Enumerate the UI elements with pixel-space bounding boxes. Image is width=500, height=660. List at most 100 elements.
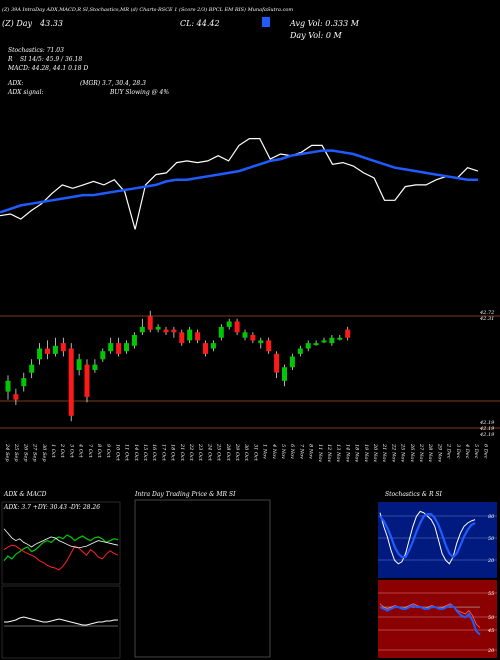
rsi-readout: SI 14/5: 45.9 / 36.18 [20,56,82,63]
header-close: CL: 44.42 [180,19,220,28]
price-label-top-2: 42.31 [479,316,494,322]
date-label: 26 Sep [22,443,28,462]
date-label: 6 Dec [482,444,488,459]
date-label: 4 Dec [464,443,470,459]
stoch-line-0 [379,510,476,565]
date-label: 25 Nov [400,443,406,462]
stoch-tick-20: 20 [487,558,495,564]
adx-panel-title: ADX & MACD [3,491,47,498]
date-label: 4 Oct [78,443,84,459]
date-label: 10 Oct [114,444,120,462]
price-label-bottom-2: 42.19 [479,426,495,432]
date-label: 11 Oct [124,444,130,462]
date-label: 7 Oct [87,444,93,459]
adx-values: (MGR) 3.7, 30.4, 28.3 [80,80,146,87]
macd-panel-frame [1,585,121,659]
rsi-tick-45: 45 [487,628,494,634]
candle-body [163,329,169,333]
stochastics-lines [379,510,476,565]
header-day-vol: Day Vol: 0 M [289,31,343,40]
date-label: 14 Nov [344,444,350,462]
date-label: 20 Nov [372,443,378,462]
intraday-panel-title: Intra Day Trading Price & MR SI [134,491,236,498]
candle-body [266,340,272,352]
date-label: 21 Oct [179,443,185,462]
candle-body [37,348,43,360]
candle-body [179,332,185,344]
candle-body [21,378,27,387]
date-label: 6 Nov [289,444,295,459]
date-label: 30 Sep [41,444,47,462]
date-label: 1 Nov [262,444,268,459]
date-label: 26 Nov [409,443,415,462]
overlay-line-1 [0,149,478,214]
adx-signal-label: ADX signal: [7,89,44,96]
date-label: 29 Oct [234,443,240,462]
price-label-top-1: 42.72 [479,310,494,316]
date-label: 24 Oct [206,443,212,462]
date-label: 30 Oct [243,444,249,462]
adx-line-2 [3,528,119,549]
adx-panel-frame [1,501,121,585]
date-label: 22 Oct [188,443,194,462]
date-label: 2 Oct [59,443,65,459]
stoch-line-1 [379,513,476,559]
rsi-panel-bg [378,580,497,658]
macd-lines [4,616,118,627]
candle-body [337,337,343,340]
date-label: 15 Oct [142,444,148,462]
candle-body [195,332,201,341]
adx-lines [3,528,119,571]
candle-body [92,364,98,370]
candle-body [131,335,137,346]
candle-body [226,321,232,327]
date-label: 21 Nov [381,443,387,462]
date-label: 27 Sep [32,443,38,462]
overlay-line-0 [0,138,479,230]
rsi-lines [379,603,481,636]
date-label: 7 Nov [298,444,304,459]
candle-body [329,337,335,344]
candle-body [187,329,193,341]
date-label: 29 Nov [436,443,442,462]
candle-body [45,348,50,354]
candle-body [155,326,161,330]
date-label: 5 Nov [280,444,286,459]
adx-label: ADX: [7,80,23,87]
candle-body [68,348,74,416]
candle-body [29,364,35,373]
candle-body [100,351,106,360]
rsi-tick-55: 55 [488,591,494,597]
date-label: 27 Nov [418,443,424,462]
date-label: 23 Oct [197,443,203,462]
candle-body [108,343,114,352]
candle-body [258,340,264,344]
date-label: 8 Nov [308,444,314,459]
series-color-swatch [262,17,270,27]
date-label: 25 Sep [13,443,19,462]
intraday-panel-frame [134,499,271,658]
date-label: 19 Nov [363,444,369,462]
date-label: 8 Oct [96,444,102,459]
candle-body [139,326,145,333]
date-axis-labels: 24 Sep 25 Sep 26 Sep 27 Sep 30 Sep 1 Oct 2 Oct… [4,443,488,462]
date-label: 11 Nov [317,444,323,462]
date-label: 16 Oct [151,444,157,462]
adx-line-1 [3,544,119,571]
date-label: 3 Dec [455,444,461,459]
stochastics-panel-bg [378,502,497,578]
date-label: 18 Oct [170,444,176,462]
date-label: 12 Nov [326,444,332,462]
candle-body [289,356,295,368]
rsi-line-2 [379,604,481,636]
date-label: 13 Nov [335,444,341,462]
price-label-bottom-1: 42.19 [479,420,495,426]
candle-body [218,326,224,338]
candle-body [210,343,216,349]
stochastics-readout: Stochastics: 71.03 [8,47,64,54]
date-label: 9 Oct [105,444,111,459]
r-label: R [7,56,13,63]
date-label: 2 Dec [446,443,452,459]
candle-body [345,329,351,338]
